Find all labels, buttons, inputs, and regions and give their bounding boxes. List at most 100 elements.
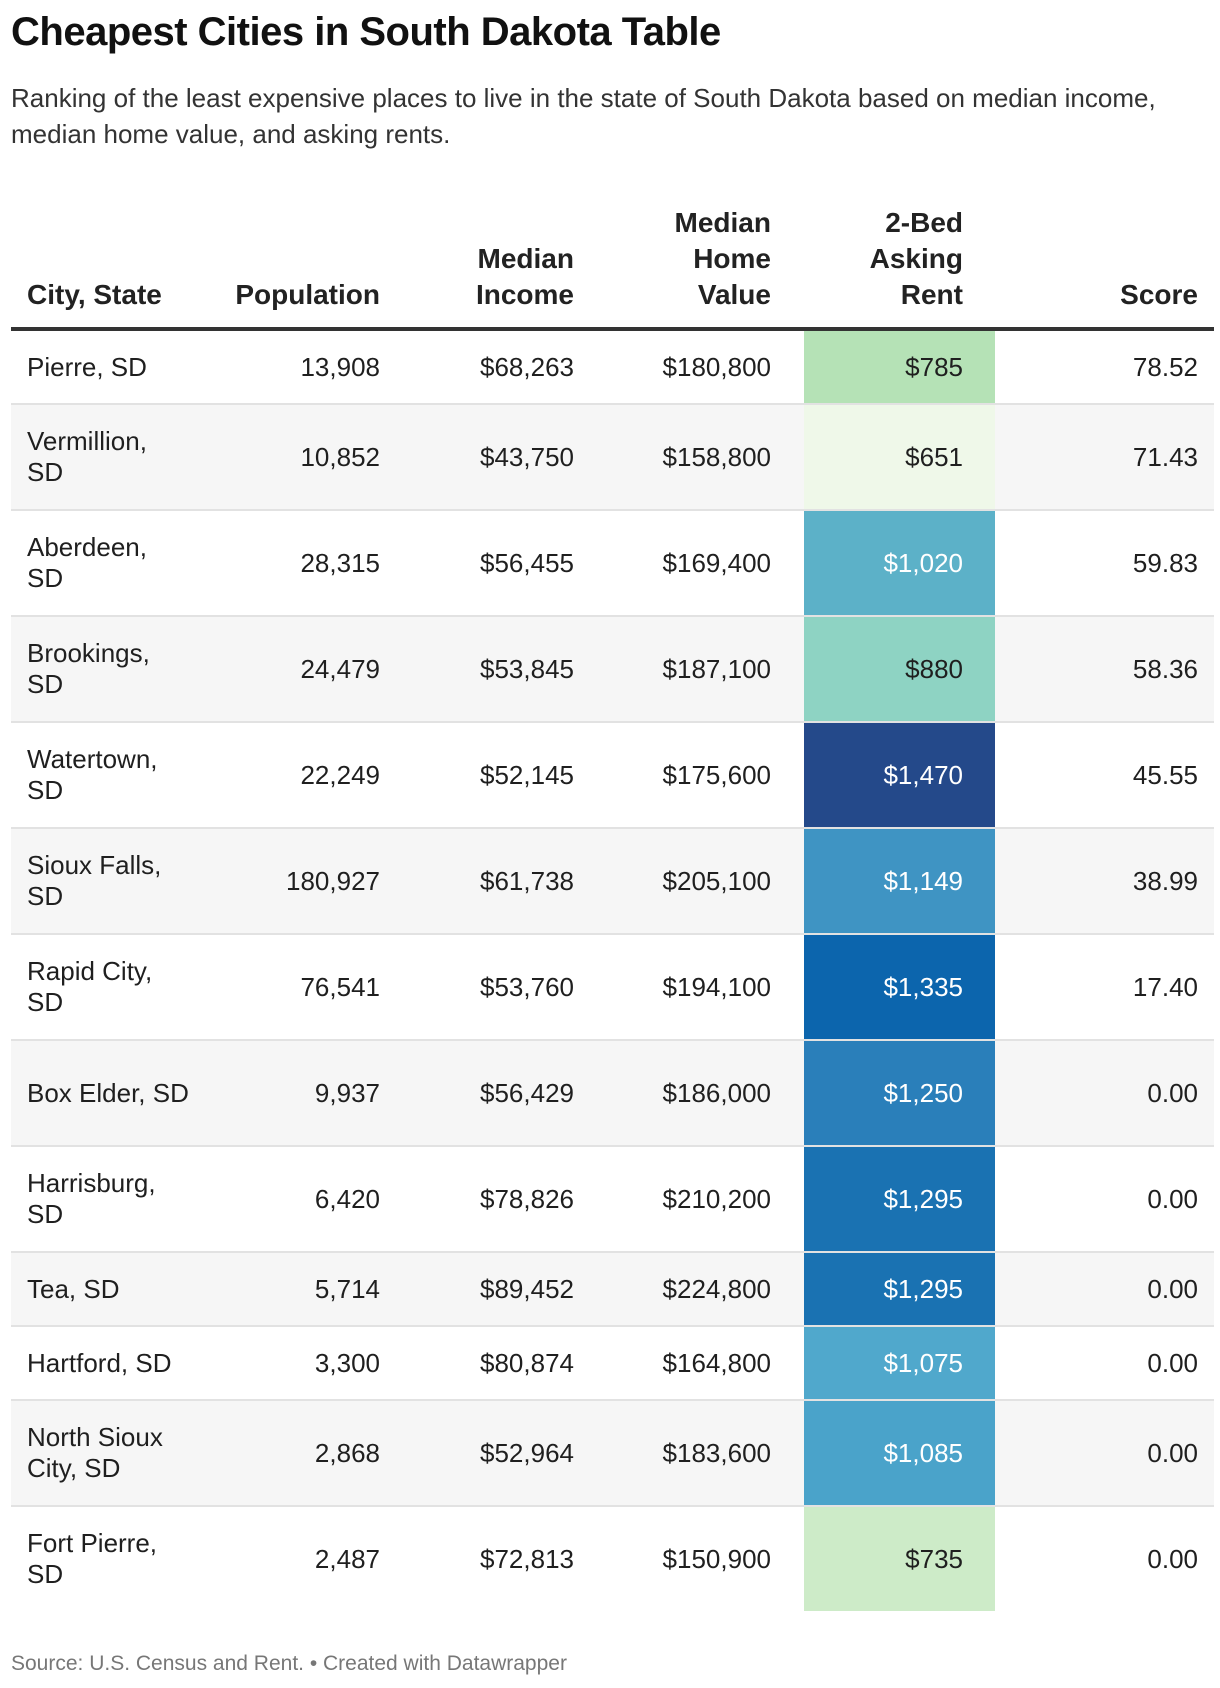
cell-city: Harrisburg, SD	[11, 1146, 210, 1253]
table-row[interactable]: Watertown, SD 22,249 $52,145 $175,600 $1,470…	[11, 722, 1214, 829]
table-row[interactable]: Pierre, SD 13,908 $68,263 $180,800 $785 78.52	[11, 329, 1214, 405]
cell-population: 2,868	[210, 1400, 413, 1507]
cell-median-income: $52,964	[413, 1400, 607, 1507]
cell-median-home-value: $205,100	[607, 828, 804, 935]
cell-median-home-value: $183,600	[607, 1400, 804, 1507]
cell-asking-rent: $880	[804, 616, 995, 723]
table-row[interactable]: Brookings, SD 24,479 $53,845 $187,100 $880 58…	[11, 616, 1214, 723]
cell-asking-rent: $1,335	[804, 934, 995, 1041]
cell-median-income: $53,845	[413, 616, 607, 723]
cell-median-home-value: $150,900	[662, 1543, 771, 1574]
cell-median-income: $56,455	[413, 510, 607, 617]
cell-score: 58.36	[995, 616, 1214, 723]
column-header-asking-rent-label: 2-Bed Asking Rent	[869, 207, 963, 310]
cell-median-home-value: $194,100	[607, 934, 804, 1041]
cell-score: 0.00	[995, 1252, 1214, 1327]
column-header-median-home-value-label: Median Home Value	[674, 207, 771, 310]
column-header-median-home-value[interactable]: Median Home Value	[607, 185, 804, 331]
cell-score: 17.40	[995, 934, 1214, 1041]
cell-population: 76,541	[210, 934, 413, 1041]
cell-asking-rent: $1,295	[804, 1252, 995, 1327]
cell-median-home-value: $180,800	[607, 329, 804, 405]
cell-median-income: $68,263	[413, 329, 607, 405]
cell-asking-rent: $1,250	[804, 1040, 995, 1147]
cell-population: 3,300	[210, 1326, 413, 1401]
cell-median-income: $56,429	[413, 1040, 607, 1147]
chart-title: Cheapest Cities in South Dakota Table	[11, 10, 721, 54]
column-header-score[interactable]: Score	[995, 185, 1214, 331]
cell-city: North Sioux City, SD	[11, 1400, 210, 1507]
cell-population: 13,908	[210, 329, 413, 405]
cell-score: 78.52	[995, 329, 1214, 405]
table-row[interactable]: Fort Pierre, SD 2,487 $72,813 $150,900 $735 0…	[11, 1506, 1214, 1611]
column-header-median-income[interactable]: Median Income	[413, 185, 607, 331]
table-row[interactable]: Box Elder, SD 9,937 $56,429 $186,000 $1,250 0…	[11, 1040, 1214, 1147]
cell-median-income: $43,750	[413, 404, 607, 511]
cell-score: 59.83	[995, 510, 1214, 617]
column-header-asking-rent[interactable]: 2-Bed Asking Rent	[804, 185, 995, 331]
chart-footer: Source: U.S. Census and Rent. • Created …	[11, 1652, 567, 1675]
table-row[interactable]: Vermillion, SD 10,852 $43,750 $158,800 $651 7…	[11, 404, 1214, 511]
cell-city: Fort Pierre, SD	[27, 1528, 158, 1589]
cell-score: 0.00	[995, 1400, 1214, 1507]
cell-population: 22,249	[210, 722, 413, 829]
table-header: City, State Population Median Income Med…	[11, 185, 1214, 331]
cell-asking-rent: $1,149	[804, 828, 995, 935]
cell-population: 28,315	[210, 510, 413, 617]
cell-median-home-value: $175,600	[607, 722, 804, 829]
cell-score: 0.00	[1147, 1543, 1198, 1574]
cell-median-income: $89,452	[413, 1252, 607, 1327]
cell-median-income: $53,760	[413, 934, 607, 1041]
cell-score: 45.55	[995, 722, 1214, 829]
cell-asking-rent: $1,085	[804, 1400, 995, 1507]
cell-population: 2,487	[314, 1543, 380, 1574]
cell-city: Box Elder, SD	[11, 1040, 210, 1147]
cell-population: 5,714	[210, 1252, 413, 1327]
cell-median-home-value: $224,800	[607, 1252, 804, 1327]
table-row[interactable]: Aberdeen, SD 28,315 $56,455 $169,400 $1,020 5…	[11, 510, 1214, 617]
cell-median-home-value: $164,800	[607, 1326, 804, 1401]
table-row[interactable]: North Sioux City, SD 2,868 $52,964 $183,600…	[11, 1400, 1214, 1507]
cell-score: 0.00	[995, 1040, 1214, 1147]
cell-population: 180,927	[210, 828, 413, 935]
cell-median-income: $80,874	[413, 1326, 607, 1401]
table-row[interactable]: Rapid City, SD 76,541 $53,760 $194,100 $1,33…	[11, 934, 1214, 1041]
cell-asking-rent: $735	[804, 1506, 995, 1611]
data-table: City, State Population Median Income Med…	[11, 185, 1214, 1611]
cell-score: 71.43	[995, 404, 1214, 511]
cell-city: Watertown, SD	[11, 722, 210, 829]
cell-city: Hartford, SD	[11, 1326, 210, 1401]
cell-median-home-value: $186,000	[607, 1040, 804, 1147]
cell-asking-rent: $785	[804, 329, 995, 405]
table-row[interactable]: Harrisburg, SD 6,420 $78,826 $210,200 $1,295…	[11, 1146, 1214, 1253]
cell-median-home-value: $158,800	[607, 404, 804, 511]
cell-city: Aberdeen, SD	[11, 510, 210, 617]
cell-score: 0.00	[995, 1326, 1214, 1401]
column-header-city[interactable]: City, State	[11, 185, 210, 331]
cell-median-income: $52,145	[413, 722, 607, 829]
cell-population: 9,937	[210, 1040, 413, 1147]
cell-population: 6,420	[210, 1146, 413, 1253]
cell-median-home-value: $169,400	[607, 510, 804, 617]
cell-score: 38.99	[995, 828, 1214, 935]
table-row[interactable]: Tea, SD 5,714 $89,452 $224,800 $1,295 0.00	[11, 1252, 1214, 1327]
table-row[interactable]: Hartford, SD 3,300 $80,874 $164,800 $1,075 0.…	[11, 1326, 1214, 1401]
cell-city: Sioux Falls, SD	[11, 828, 210, 935]
cell-score: 0.00	[995, 1146, 1214, 1253]
cell-asking-rent: $1,470	[804, 722, 995, 829]
cell-city: Pierre, SD	[11, 329, 210, 405]
cell-asking-rent: $1,020	[804, 510, 995, 617]
cell-asking-rent: $1,295	[804, 1146, 995, 1253]
column-header-population[interactable]: Population	[210, 185, 413, 331]
cell-population: 24,479	[210, 616, 413, 723]
cell-city: Rapid City, SD	[11, 934, 210, 1041]
cell-asking-rent: $651	[804, 404, 995, 511]
table-row[interactable]: Sioux Falls, SD 180,927 $61,738 $205,100 $1,…	[11, 828, 1214, 935]
table-body: Pierre, SD 13,908 $68,263 $180,800 $785 78.52…	[11, 329, 1214, 1611]
cell-city: Tea, SD	[11, 1252, 210, 1327]
cell-city: Brookings, SD	[11, 616, 210, 723]
cell-median-home-value: $187,100	[607, 616, 804, 723]
chart-subtitle: Ranking of the least expensive places to…	[11, 83, 1156, 149]
column-header-median-income-label: Median Income	[475, 243, 574, 310]
